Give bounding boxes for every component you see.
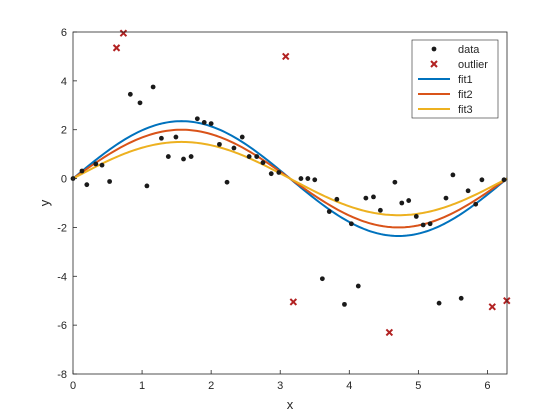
data-point	[371, 194, 376, 200]
x-tick-label: 6	[484, 380, 490, 392]
data-point	[246, 154, 252, 159]
legend-label-fit1: fit1	[458, 74, 473, 86]
data-point	[231, 145, 237, 151]
data-point	[194, 116, 200, 122]
x-tick-label: 4	[346, 380, 352, 392]
outlier-point	[282, 52, 290, 61]
y-tick-label: 6	[61, 27, 67, 39]
data-point	[276, 170, 282, 175]
legend-label-data: data	[458, 44, 480, 56]
data-point	[107, 179, 113, 184]
data-point	[188, 154, 194, 159]
y-tick-label: -4	[57, 271, 67, 283]
legend-label-fit3: fit3	[458, 104, 473, 116]
data-point	[239, 134, 245, 140]
data-point	[342, 301, 347, 307]
y-axis-label: y	[37, 199, 52, 206]
x-tick-label: 2	[208, 380, 214, 392]
data-point	[260, 160, 266, 166]
data-point	[501, 177, 507, 183]
data-point	[127, 91, 133, 97]
y-tick-label: 4	[61, 76, 67, 88]
data-point	[305, 176, 311, 181]
data-point	[84, 182, 90, 188]
outlier-point	[289, 298, 298, 306]
data-point	[165, 154, 171, 159]
data-point	[443, 195, 449, 201]
legend-label-fit2: fit2	[458, 89, 473, 101]
data-point	[181, 156, 186, 162]
x-tick-label: 0	[70, 380, 76, 392]
x-tick-label: 1	[139, 380, 145, 392]
data-point	[99, 162, 105, 168]
outlier-point	[119, 29, 128, 37]
data-point	[137, 100, 143, 106]
outlier-point	[488, 303, 496, 311]
data-point	[268, 171, 274, 177]
data-point	[399, 200, 405, 206]
data-point	[355, 283, 361, 289]
data-point	[298, 176, 304, 181]
data-point	[458, 295, 464, 301]
data-point	[334, 196, 340, 202]
y-tick-label: -8	[57, 369, 67, 381]
data-point	[450, 172, 456, 178]
data-point	[363, 195, 369, 201]
data-point	[319, 276, 325, 282]
legend-label-outlier: outlier	[458, 59, 488, 71]
data-point	[79, 168, 85, 174]
data-point	[173, 134, 179, 140]
y-tick-label: 0	[61, 174, 67, 186]
y-tick-label: -6	[57, 320, 67, 332]
data-point	[348, 221, 354, 227]
x-axis-label: x	[287, 397, 294, 412]
y-tick-label: -2	[57, 222, 67, 234]
data-point	[144, 183, 150, 189]
fit-lines	[72, 120, 508, 237]
data-point	[159, 135, 164, 141]
x-tick-label: 5	[415, 380, 421, 392]
data-point	[93, 161, 99, 167]
series-line-fit3	[72, 140, 508, 217]
data-point	[392, 179, 398, 185]
axes-box	[72, 31, 508, 375]
data-point	[479, 177, 485, 183]
data-point	[427, 221, 433, 227]
legend-symbol-outlier	[430, 60, 438, 68]
y-axis-ticks: -8 -6 -4 -2 0 2 4 6	[57, 27, 77, 381]
data-point	[217, 141, 222, 147]
data-point	[413, 214, 419, 219]
data-point	[208, 121, 214, 127]
legend-symbol-data	[431, 46, 437, 52]
data-point	[201, 119, 207, 125]
outlier-point	[112, 44, 121, 52]
data-point	[150, 84, 156, 90]
y-tick-label: 2	[61, 125, 67, 137]
data-point	[224, 179, 230, 185]
data-point	[436, 300, 442, 306]
data-point	[377, 207, 383, 213]
outlier-point	[385, 328, 394, 337]
x-axis-ticks: 0 1 2 3 4 5 6	[70, 370, 491, 392]
data-point	[465, 188, 471, 194]
data-point	[254, 154, 260, 159]
data-point	[473, 201, 479, 207]
legend: data outlier fit1 fit2 fit3	[411, 39, 499, 119]
data-point	[420, 222, 426, 228]
data-point	[406, 198, 412, 203]
data-point	[312, 177, 318, 183]
data-markers	[70, 29, 511, 337]
x-tick-label: 3	[277, 380, 283, 392]
data-point	[326, 209, 332, 214]
